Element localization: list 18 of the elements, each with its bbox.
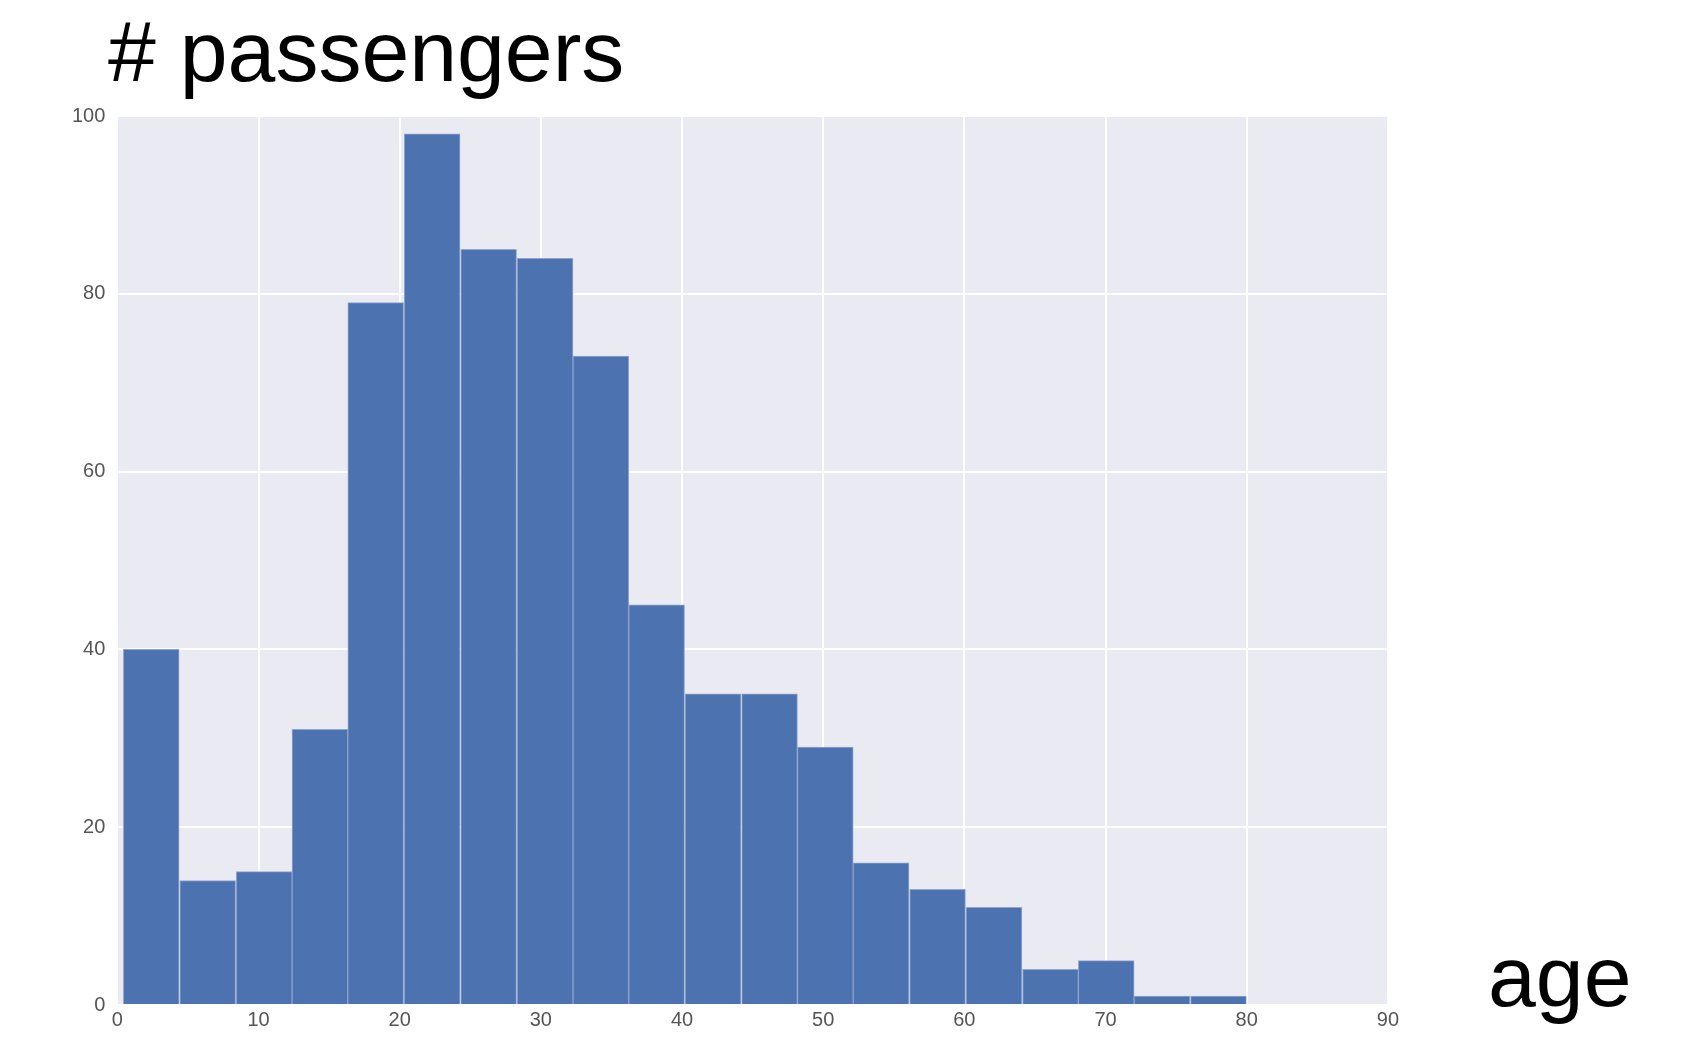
chart-title: # passengers	[108, 3, 625, 99]
y-tick-label: 0	[94, 992, 106, 1015]
y-tick-label: 100	[71, 103, 106, 126]
x-tick-label: 50	[812, 1007, 835, 1030]
y-tick-label: 60	[83, 459, 106, 482]
x-tick-label: 20	[388, 1007, 411, 1030]
x-tick-label: 80	[1235, 1007, 1258, 1030]
y-tick-label: 20	[83, 814, 106, 837]
x-tick-label: 30	[529, 1007, 552, 1030]
x-tick-label: 70	[1094, 1007, 1117, 1030]
x-tick-label: 40	[670, 1007, 694, 1030]
x-tick-label: 60	[953, 1007, 976, 1030]
x-tick-label: 0	[111, 1007, 123, 1030]
x-tick-label: 90	[1376, 1007, 1399, 1030]
x-tick-label: 10	[247, 1007, 270, 1030]
x-axis-title: age	[1488, 927, 1632, 1026]
y-tick-label: 80	[83, 281, 106, 304]
y-tick-label: 40	[83, 636, 106, 659]
